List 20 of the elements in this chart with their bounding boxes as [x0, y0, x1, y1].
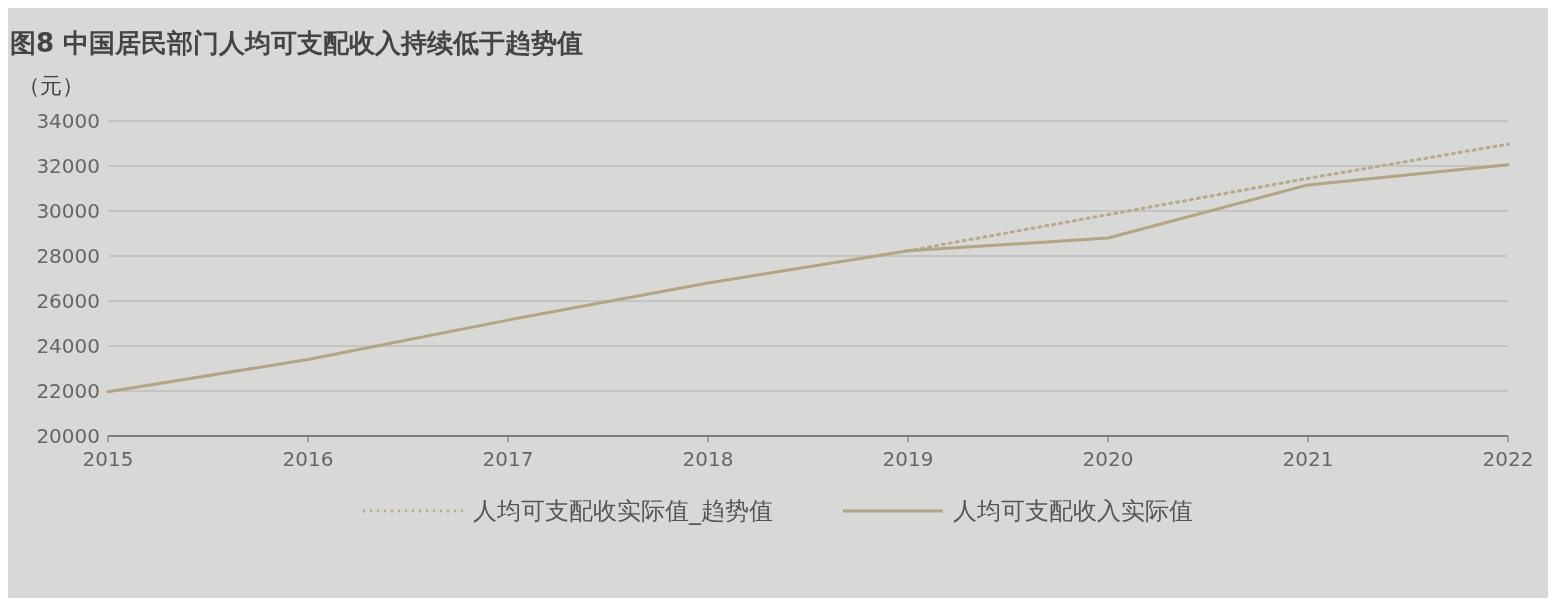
x-tick-label: 2020 — [1082, 447, 1134, 472]
x-tick-label: 2019 — [882, 447, 934, 472]
y-tick-label: 34000 — [36, 109, 100, 134]
y-tick-label: 32000 — [36, 154, 100, 179]
legend-label: 人均可支配收入实际值 — [953, 496, 1193, 527]
y-tick-label: 24000 — [36, 334, 100, 359]
y-tick-label: 26000 — [36, 289, 100, 314]
x-tick-label: 2016 — [282, 447, 334, 472]
x-tick-label: 2022 — [1482, 447, 1534, 472]
x-tick-label: 2017 — [482, 447, 534, 472]
y-tick-label: 28000 — [36, 244, 100, 269]
chart-title: 图8 中国居民部门人均可支配收入持续低于趋势值 — [9, 27, 585, 60]
x-tick-label: 2015 — [82, 447, 134, 472]
y-tick-label: 22000 — [36, 379, 100, 404]
y-axis-title: （元） — [17, 72, 85, 100]
x-tick-label: 2021 — [1282, 447, 1334, 472]
x-tick-label: 2018 — [682, 447, 734, 472]
y-tick-label: 30000 — [36, 199, 100, 224]
legend-label: 人均可支配收实际值_趋势值 — [473, 496, 773, 527]
y-tick-label: 20000 — [36, 424, 100, 449]
